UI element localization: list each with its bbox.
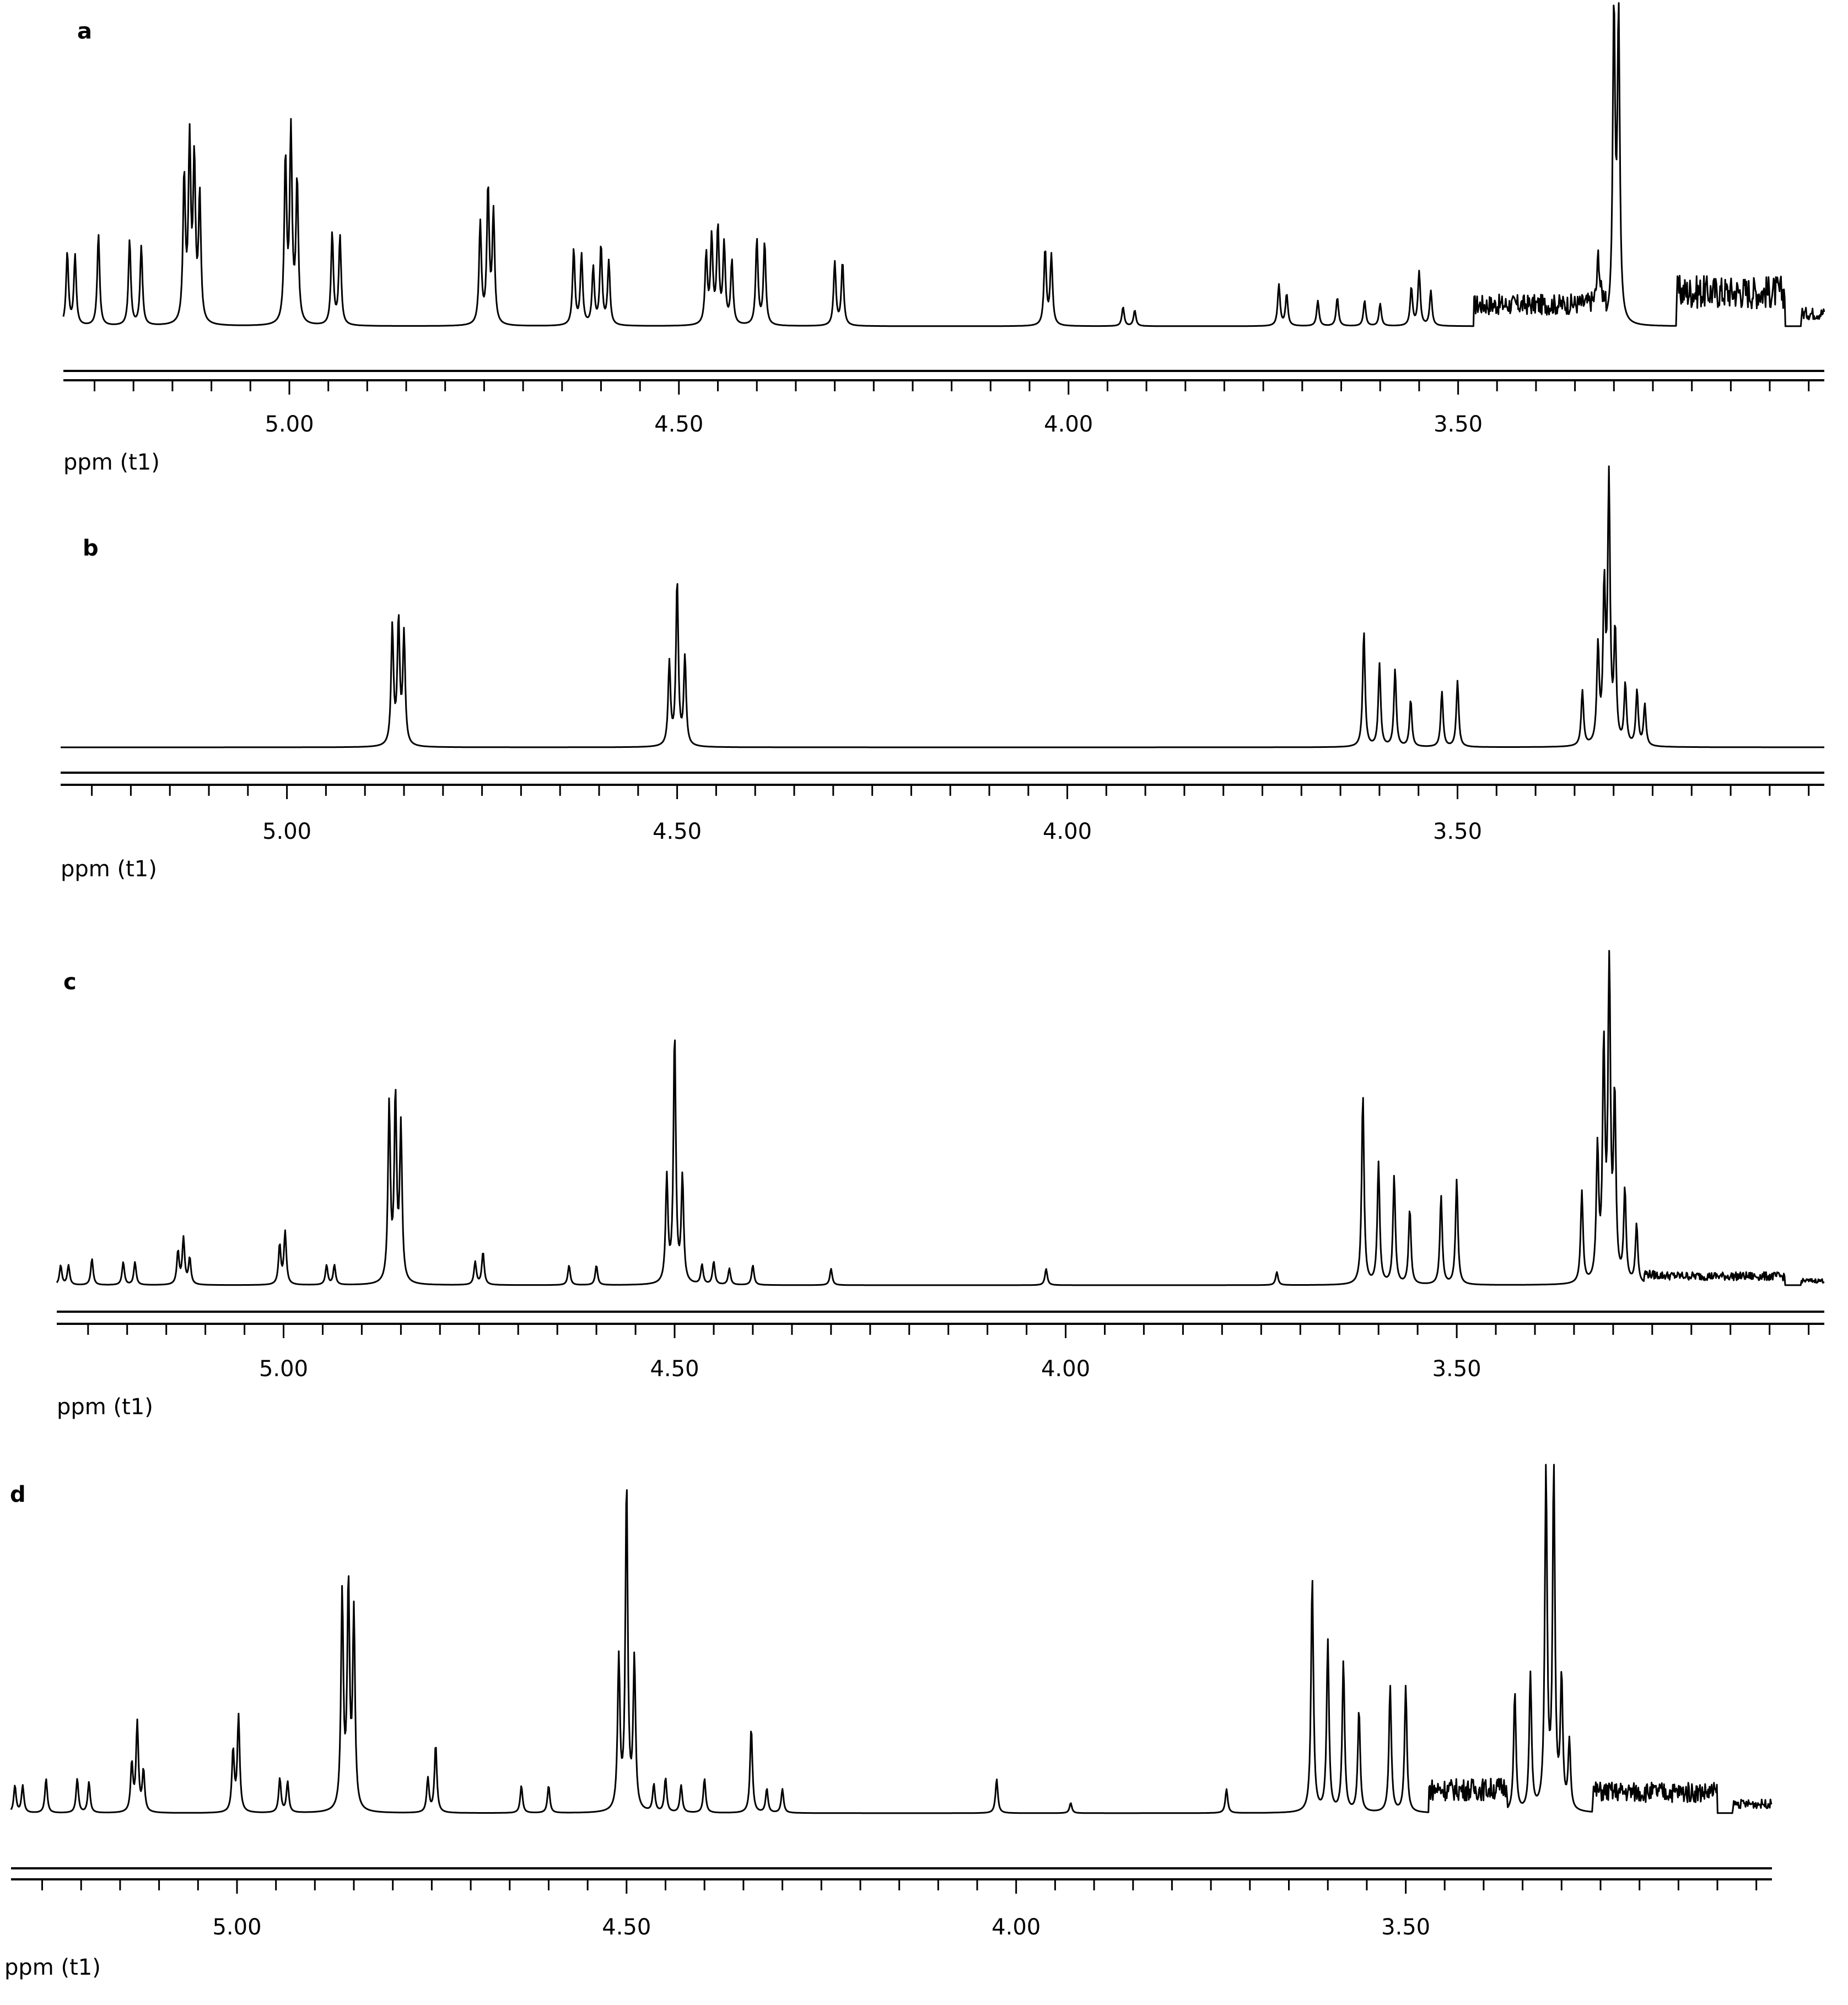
x-tick-label: 3.50 (1381, 1915, 1430, 1940)
x-axis-title: ppm (t1) (63, 450, 160, 475)
x-tick-label: 3.50 (1434, 412, 1483, 437)
x-tick-label: 4.00 (1043, 819, 1092, 844)
panel-label-c: c (63, 969, 77, 995)
x-axis-title: ppm (t1) (57, 1394, 153, 1420)
x-tick-label: 4.00 (1041, 1356, 1090, 1382)
x-tick-label: 4.50 (653, 819, 702, 844)
spectrum-trace-c (56, 950, 1825, 1286)
x-tick-label: 4.00 (1044, 412, 1093, 437)
x-axis-title: ppm (t1) (61, 856, 157, 882)
x-axis-title: ppm (t1) (4, 1955, 101, 1980)
x-tick-label: 4.50 (602, 1915, 651, 1940)
x-tick-label: 4.50 (650, 1356, 699, 1382)
panel-label-d: d (10, 1482, 26, 1507)
x-tick-label: 5.00 (259, 1356, 308, 1382)
spectrum-panel-a: a 5.00 4.50 4.00 3.50 ppm (t1) (62, 2, 1825, 475)
x-tick-label: 5.00 (265, 412, 314, 437)
spectrum-trace-b (60, 465, 1825, 748)
x-tick-label: 5.00 (262, 819, 311, 844)
spectrum-panel-c: c 5.00 4.50 4.00 3.50 ppm (t1) (56, 950, 1825, 1420)
spectrum-trace-a (62, 2, 1825, 327)
panel-label-b: b (83, 536, 99, 561)
spectrum-trace-d (10, 1464, 1772, 1814)
spectrum-panel-b: b 5.00 4.50 4.00 3.50 ppm (t1) (60, 465, 1825, 882)
x-tick-label: 4.50 (654, 412, 703, 437)
x-tick-label: 5.00 (212, 1915, 261, 1940)
spectrum-panel-d: d 5.00 4.50 4.00 3.50 ppm (t1) (4, 1464, 1772, 1980)
x-tick-label: 3.50 (1432, 1356, 1481, 1382)
panel-label-a: a (77, 19, 92, 44)
x-tick-label: 4.00 (992, 1915, 1041, 1940)
x-tick-label: 3.50 (1433, 819, 1482, 844)
